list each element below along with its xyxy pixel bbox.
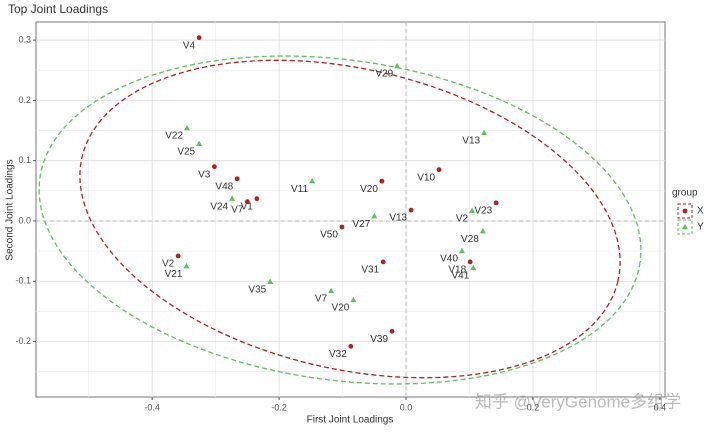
panel (35, 21, 666, 398)
point-label: V18 (448, 265, 466, 276)
point (458, 247, 465, 254)
point (348, 343, 354, 349)
point (467, 259, 473, 265)
point (470, 264, 477, 271)
point-label: V2 (456, 213, 469, 224)
point (436, 167, 442, 173)
point (267, 278, 274, 285)
point-label: V23 (474, 206, 492, 217)
point (184, 124, 191, 131)
y-tick-label: -0.1 (15, 276, 31, 286)
point-label: V10 (417, 172, 435, 183)
point-label: V41 (452, 271, 470, 282)
point-label: V32 (329, 349, 347, 360)
x-tick-label: 0.0 (400, 402, 413, 412)
point-label: V27 (353, 219, 371, 230)
point (211, 164, 217, 170)
point-label: V7 (315, 294, 328, 305)
point (389, 328, 395, 334)
legend-marker (682, 223, 688, 230)
point-label: V31 (361, 265, 379, 276)
ellipse-y (38, 55, 642, 385)
point-label: V50 (320, 230, 338, 241)
legend-label: Y (697, 222, 704, 233)
legend-label: X (697, 206, 704, 217)
point (379, 178, 385, 184)
point (309, 177, 316, 184)
point (350, 296, 357, 303)
point-label: V35 (248, 284, 266, 295)
point (328, 287, 335, 294)
point (380, 259, 386, 265)
point-label: V13 (462, 136, 480, 147)
ellipse-x (79, 59, 621, 379)
y-tick-label: 0.0 (18, 215, 31, 225)
legend-marker (682, 208, 688, 214)
point-label: V39 (370, 334, 388, 345)
y-tick-label: 0.1 (18, 155, 31, 165)
point-label: V28 (461, 234, 479, 245)
point-label: V7 (231, 204, 244, 215)
point-label: V20 (360, 184, 378, 195)
x-axis-label: First Joint Loadings (307, 415, 394, 426)
point (394, 62, 401, 69)
point (408, 207, 414, 213)
watermark: 知乎 @VeryGenome多组学 (475, 392, 681, 411)
point (175, 253, 181, 259)
chart-title: Top Joint Loadings (8, 2, 108, 16)
point (234, 176, 240, 182)
point (183, 262, 190, 269)
point (229, 195, 236, 201)
point (254, 196, 260, 202)
point-label: V13 (389, 213, 407, 224)
point-label: V24 (210, 201, 228, 212)
x-tick-label: -0.4 (144, 402, 160, 412)
point (469, 207, 476, 213)
point (371, 212, 378, 219)
y-axis-label: Second Joint Loadings (5, 159, 16, 260)
point-label: V11 (291, 184, 308, 195)
point (196, 140, 203, 146)
y-tick-label: 0.3 (18, 34, 31, 44)
x-tick-label: -0.2 (271, 402, 287, 412)
point-label: V25 (177, 146, 195, 157)
point (339, 224, 345, 230)
point (481, 129, 488, 136)
point-label: V48 (215, 181, 233, 192)
point-label: V3 (198, 169, 211, 180)
x-tick-label: 0.2 (527, 402, 540, 412)
point-label: V4 (183, 40, 196, 51)
point (493, 200, 499, 206)
legend-title: group (672, 188, 698, 199)
point (244, 199, 250, 205)
point-label: V40 (440, 254, 458, 265)
y-tick-label: -0.2 (15, 336, 31, 346)
point-label: V21 (165, 269, 183, 280)
point-label: V22 (165, 131, 183, 142)
point-label: V20 (332, 303, 350, 314)
y-tick-label: 0.2 (18, 95, 31, 105)
point (479, 228, 486, 234)
point-label: V29 (375, 69, 393, 80)
x-tick-label: 0.4 (654, 402, 667, 412)
point-label: V2 (162, 259, 175, 270)
point-label: V1 (241, 201, 254, 212)
point (196, 35, 202, 41)
